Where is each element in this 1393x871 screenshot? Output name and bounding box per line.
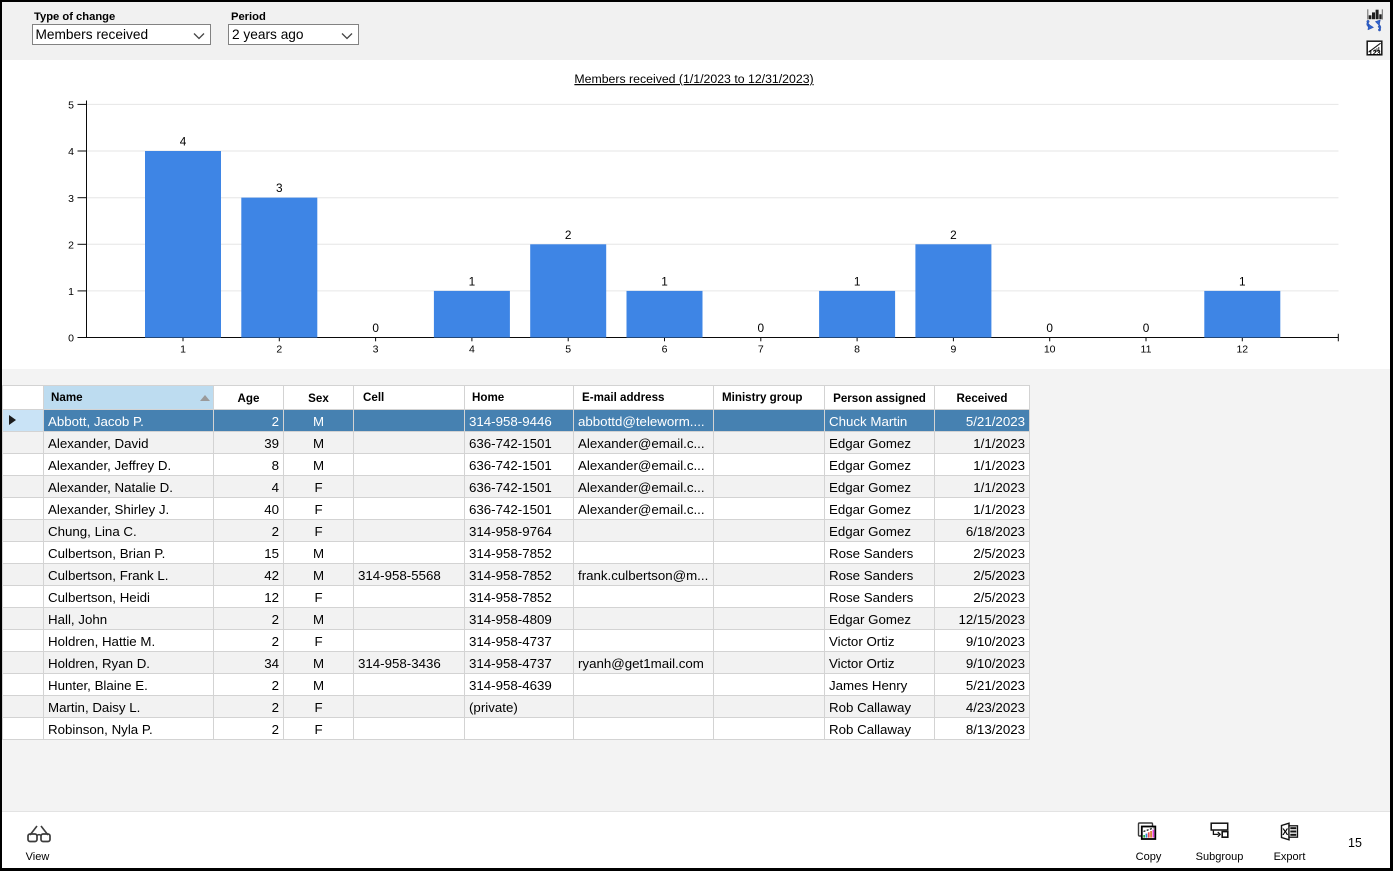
svg-text:3: 3 <box>68 193 74 205</box>
svg-text:12: 12 <box>1236 344 1248 356</box>
svg-text:6: 6 <box>662 344 668 356</box>
svg-text:X: X <box>1282 827 1288 837</box>
svg-text:0: 0 <box>758 321 765 335</box>
svg-text:1: 1 <box>854 274 861 288</box>
svg-text:0: 0 <box>372 321 379 335</box>
svg-text:7: 7 <box>758 344 764 356</box>
svg-text:9: 9 <box>950 344 956 356</box>
svg-text:0: 0 <box>1143 321 1150 335</box>
svg-text:2: 2 <box>565 228 572 242</box>
svg-text:1: 1 <box>68 286 74 298</box>
svg-text:1: 1 <box>469 274 476 288</box>
svg-text:1: 1 <box>661 274 668 288</box>
svg-text:4: 4 <box>469 344 475 356</box>
svg-text:1: 1 <box>180 344 186 356</box>
svg-text:0: 0 <box>1046 321 1053 335</box>
svg-text:Members received (1/1/2023 to: Members received (1/1/2023 to 12/31/2023… <box>574 72 813 86</box>
svg-text:4: 4 <box>68 146 74 158</box>
svg-text:3: 3 <box>276 181 283 195</box>
svg-text:2: 2 <box>276 344 282 356</box>
svg-text:3: 3 <box>373 344 379 356</box>
svg-text:0: 0 <box>68 333 74 345</box>
svg-text:1: 1 <box>1239 274 1246 288</box>
svg-text:10: 10 <box>1044 344 1056 356</box>
svg-text:5: 5 <box>68 100 74 112</box>
svg-text:4: 4 <box>180 135 187 149</box>
svg-text:8: 8 <box>854 344 860 356</box>
svg-text:2: 2 <box>950 228 957 242</box>
svg-text:2: 2 <box>68 240 74 252</box>
svg-text:123: 123 <box>1368 47 1380 56</box>
svg-text:5: 5 <box>565 344 571 356</box>
svg-text:11: 11 <box>1141 344 1152 356</box>
